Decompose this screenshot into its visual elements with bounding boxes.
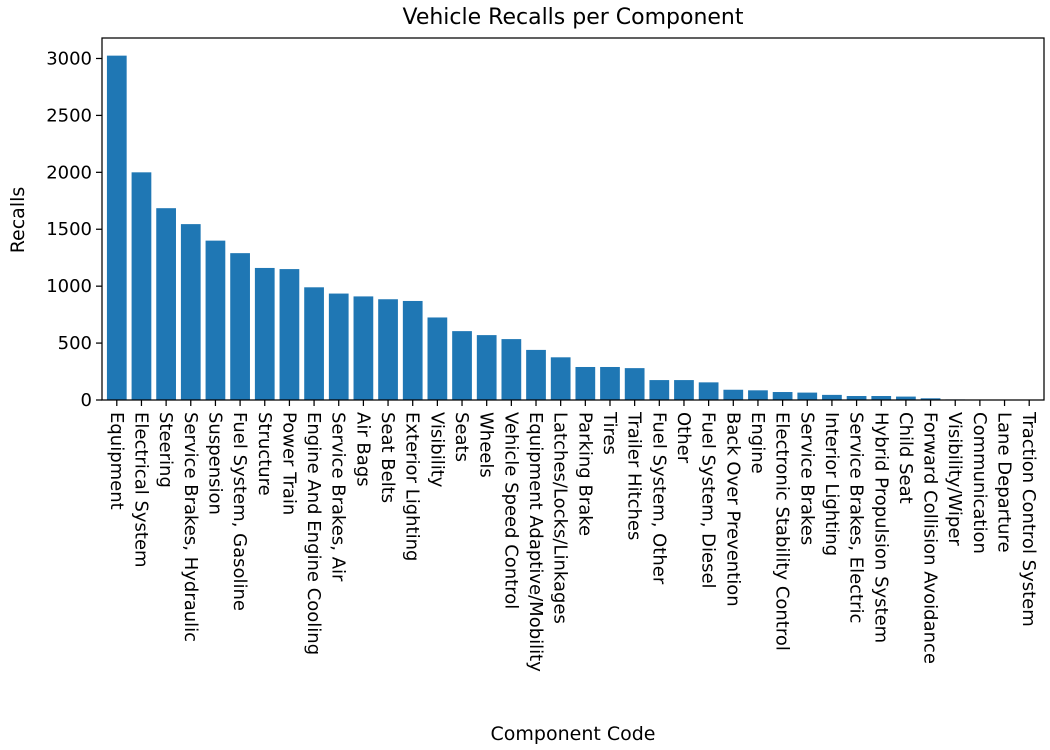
y-tick-label-1: 500 (58, 333, 92, 354)
bar-4 (205, 240, 226, 400)
x-tick-label-14: Seats (451, 412, 472, 462)
x-tick-label-13: Visibility (426, 412, 447, 488)
x-tick-label-0: Equipment (106, 412, 127, 510)
x-tick-label-29: Interior Lighting (821, 412, 842, 556)
bar-21 (624, 368, 645, 400)
bar-6 (254, 267, 275, 400)
plot-frame (101, 37, 1045, 401)
bar-22 (649, 380, 670, 400)
x-tick-label-25: Back Over Prevention (722, 412, 743, 607)
y-axis-label: Recalls (7, 187, 29, 254)
bar-17 (526, 349, 546, 400)
x-tick-label-4: Suspension (204, 412, 225, 515)
bar-25 (723, 389, 744, 400)
x-tick-label-32: Child Seat (895, 412, 916, 504)
bar-5 (230, 253, 250, 400)
x-tick-label-21: Trailer Hitches (624, 411, 645, 540)
bar-7 (279, 269, 300, 400)
chart-title: Vehicle Recalls per Component (402, 5, 743, 30)
x-tick-label-36: Lane Departure (994, 412, 1015, 553)
y-tick-label-2: 1000 (46, 276, 92, 297)
y-tick-label-0: 0 (81, 390, 92, 411)
x-tick-label-35: Communication (969, 412, 990, 554)
x-tick-label-26: Engine (747, 412, 768, 474)
x-tick-label-3: Service Brakes, Hydraulic (180, 412, 201, 642)
bar-16 (501, 339, 522, 400)
x-tick-label-22: Fuel System, Other (648, 412, 669, 585)
x-tick-label-37: Traction Control System (1018, 411, 1039, 627)
bar-3 (180, 224, 201, 400)
x-tick-label-17: Equipment Adaptive/Mobility (525, 412, 546, 672)
x-axis-label: Component Code (491, 723, 656, 745)
bar-18 (550, 357, 571, 400)
bars-group (106, 55, 1040, 400)
bar-1 (131, 172, 152, 400)
x-tick-label-18: Latches/Locks/Linkages (550, 412, 571, 624)
bar-9 (328, 293, 349, 400)
x-tick-label-27: Electronic Stability Control (772, 412, 793, 651)
x-tick-label-20: Tires (599, 411, 620, 455)
bar-23 (674, 380, 694, 400)
x-tick-label-30: Service Brakes, Electric (846, 412, 867, 623)
x-tick-label-5: Fuel System, Gasoline (229, 412, 250, 611)
y-tick-label-5: 2500 (46, 105, 92, 126)
x-tick-label-33: Forward Collision Avoidance (920, 412, 941, 664)
bar-27 (772, 392, 793, 400)
x-tick-label-28: Service Brakes (796, 412, 817, 545)
bar-29 (822, 394, 842, 400)
bar-8 (304, 287, 324, 400)
bar-0 (106, 55, 127, 400)
bar-10 (353, 296, 374, 400)
bar-33 (920, 398, 941, 400)
x-tick-label-15: Wheels (476, 412, 497, 478)
bar-13 (427, 317, 448, 400)
y-tick-label-6: 3000 (46, 48, 92, 69)
x-tick-label-7: Power Train (278, 412, 299, 515)
x-tick-label-11: Seat Belts (377, 412, 398, 503)
x-tick-label-10: Air Bags (352, 412, 373, 487)
bar-31 (871, 396, 892, 400)
x-tick-label-9: Service Brakes, Air (328, 412, 349, 582)
x-tick-label-24: Fuel System, Diesel (698, 412, 719, 589)
bar-11 (378, 299, 398, 400)
bar-30 (846, 396, 867, 400)
bar-32 (896, 396, 916, 400)
x-tick-label-31: Hybrid Propulsion System (870, 412, 891, 643)
x-tick-label-16: Vehicle Speed Control (500, 412, 521, 609)
x-axis: Equipment Electrical System Steering Servic… (106, 400, 1039, 672)
bar-26 (748, 390, 768, 400)
x-tick-label-12: Exterior Lighting (402, 412, 423, 561)
x-tick-label-19: Parking Brake (574, 412, 595, 536)
bar-19 (575, 366, 596, 400)
y-tick-label-3: 1500 (46, 219, 92, 240)
bar-2 (156, 208, 176, 400)
bar-28 (797, 392, 818, 400)
y-axis: 0 500 1000 1500 2000 2500 3000 (46, 48, 102, 411)
x-tick-label-6: Structure (254, 412, 275, 496)
y-tick-label-4: 2000 (46, 162, 92, 183)
x-tick-label-2: Steering (155, 412, 176, 488)
x-tick-label-1: Electrical System (130, 412, 151, 568)
bar-14 (452, 331, 472, 400)
x-tick-label-8: Engine And Engine Cooling (303, 412, 324, 655)
bar-12 (402, 300, 423, 400)
bar-15 (476, 335, 497, 400)
x-tick-label-34: Visibility/Wiper (944, 412, 965, 546)
bar-24 (698, 382, 719, 400)
x-tick-label-23: Other (673, 412, 694, 464)
bar-20 (600, 366, 620, 400)
